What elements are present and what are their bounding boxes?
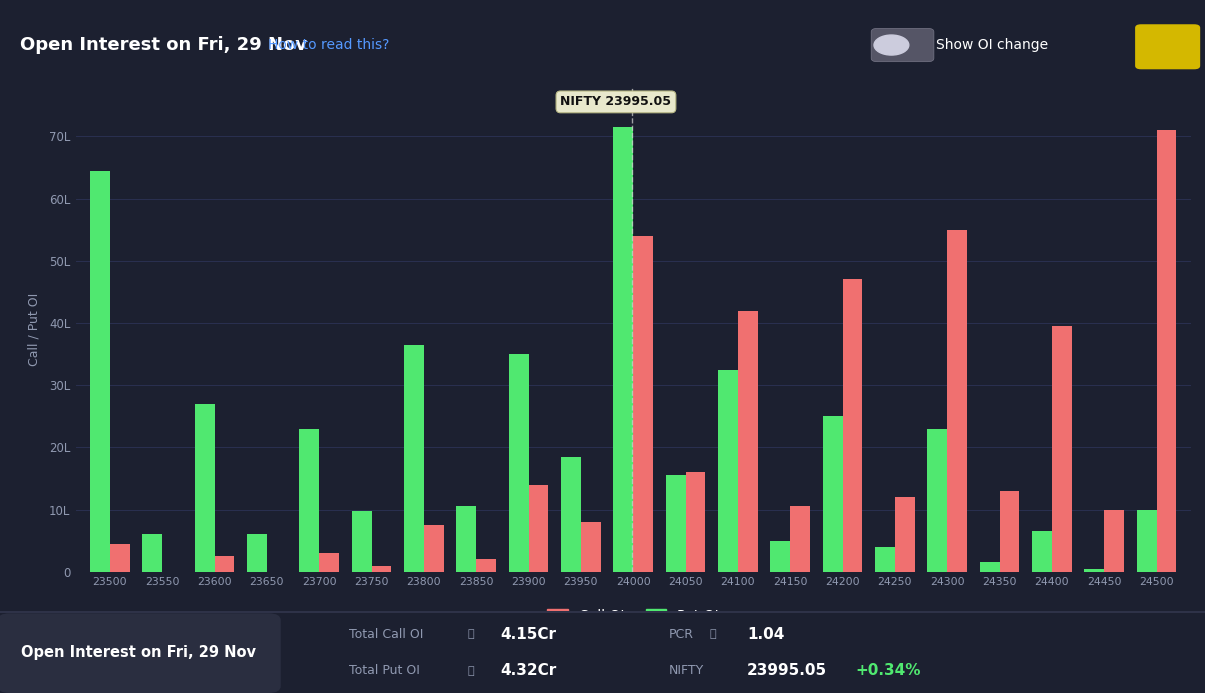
Text: 4.32Cr: 4.32Cr [500, 663, 557, 678]
Bar [980, 563, 999, 572]
Bar [842, 279, 863, 572]
Bar [195, 404, 214, 572]
Bar [299, 429, 319, 572]
Y-axis label: Call / Put OI: Call / Put OI [28, 292, 41, 366]
Bar [999, 491, 1019, 572]
Bar [509, 354, 529, 572]
Bar [529, 484, 548, 572]
Bar [110, 544, 130, 572]
Text: NIFTY 23995.05: NIFTY 23995.05 [560, 96, 671, 108]
Bar [1104, 509, 1124, 572]
Bar [1084, 569, 1104, 572]
Bar [634, 236, 653, 572]
Text: +0.34%: +0.34% [856, 663, 921, 678]
Bar [895, 497, 915, 572]
Bar [686, 472, 705, 572]
Bar [770, 541, 790, 572]
Bar [352, 511, 371, 572]
Bar [928, 429, 947, 572]
Text: Open Interest on Fri, 29 Nov: Open Interest on Fri, 29 Nov [20, 645, 257, 660]
Text: New: New [1154, 42, 1181, 51]
Bar [1157, 130, 1176, 572]
Bar [613, 127, 634, 572]
Text: Open Interest on Fri, 29 Nov: Open Interest on Fri, 29 Nov [20, 36, 307, 54]
Bar [581, 522, 601, 572]
Bar [214, 556, 235, 572]
Text: NIFTY: NIFTY [669, 665, 704, 677]
Bar [319, 553, 339, 572]
Bar [947, 229, 968, 572]
Text: PCR: PCR [669, 628, 694, 640]
Legend: Call OI, Put OI: Call OI, Put OI [540, 602, 727, 630]
Text: 23995.05: 23995.05 [747, 663, 827, 678]
Text: 1.04: 1.04 [747, 626, 784, 642]
Bar [247, 534, 268, 572]
Bar [562, 457, 581, 572]
Bar [142, 534, 163, 572]
Bar [718, 369, 737, 572]
Text: Show OI change: Show OI change [936, 38, 1048, 52]
Bar [90, 170, 110, 572]
Bar [457, 507, 476, 572]
Bar [1052, 326, 1071, 572]
Bar [665, 475, 686, 572]
Bar [476, 559, 496, 572]
Text: ⓘ: ⓘ [468, 666, 474, 676]
Bar [790, 507, 810, 572]
Bar [737, 310, 758, 572]
Text: Total Put OI: Total Put OI [349, 665, 421, 677]
Bar [404, 344, 424, 572]
Bar [875, 547, 895, 572]
Bar [1031, 532, 1052, 572]
Bar [1136, 509, 1157, 572]
Text: ⓘ: ⓘ [710, 629, 716, 639]
Text: 4.15Cr: 4.15Cr [500, 626, 556, 642]
Text: ⓘ: ⓘ [468, 629, 474, 639]
Text: How to read this?: How to read this? [268, 38, 389, 52]
Text: Total Call OI: Total Call OI [349, 628, 424, 640]
Bar [371, 565, 392, 572]
Bar [424, 525, 443, 572]
Bar [823, 416, 842, 572]
